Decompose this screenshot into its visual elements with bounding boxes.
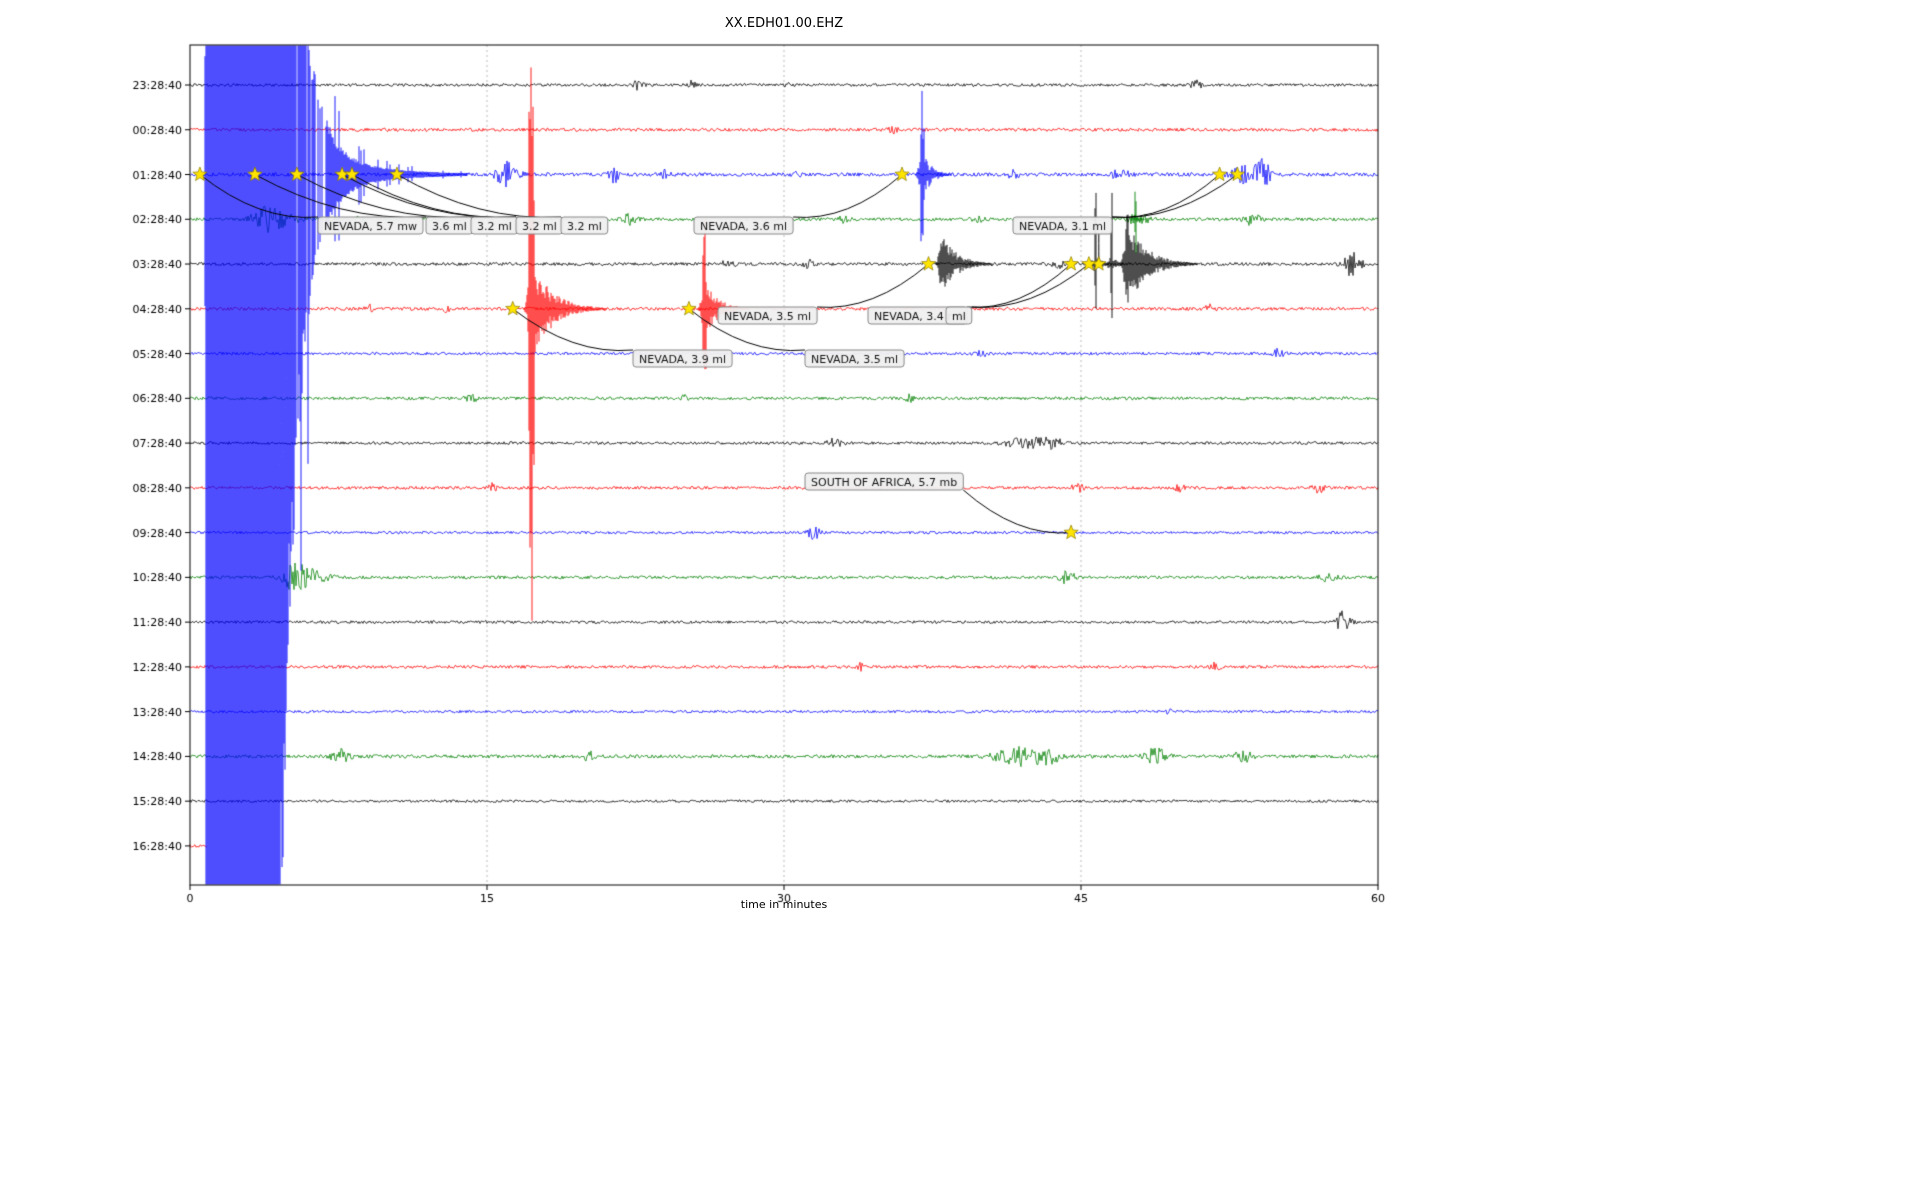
chart-title: XX.EDH01.00.EHZ — [724, 16, 844, 31]
x-axis-label: time in minutes — [740, 898, 828, 911]
